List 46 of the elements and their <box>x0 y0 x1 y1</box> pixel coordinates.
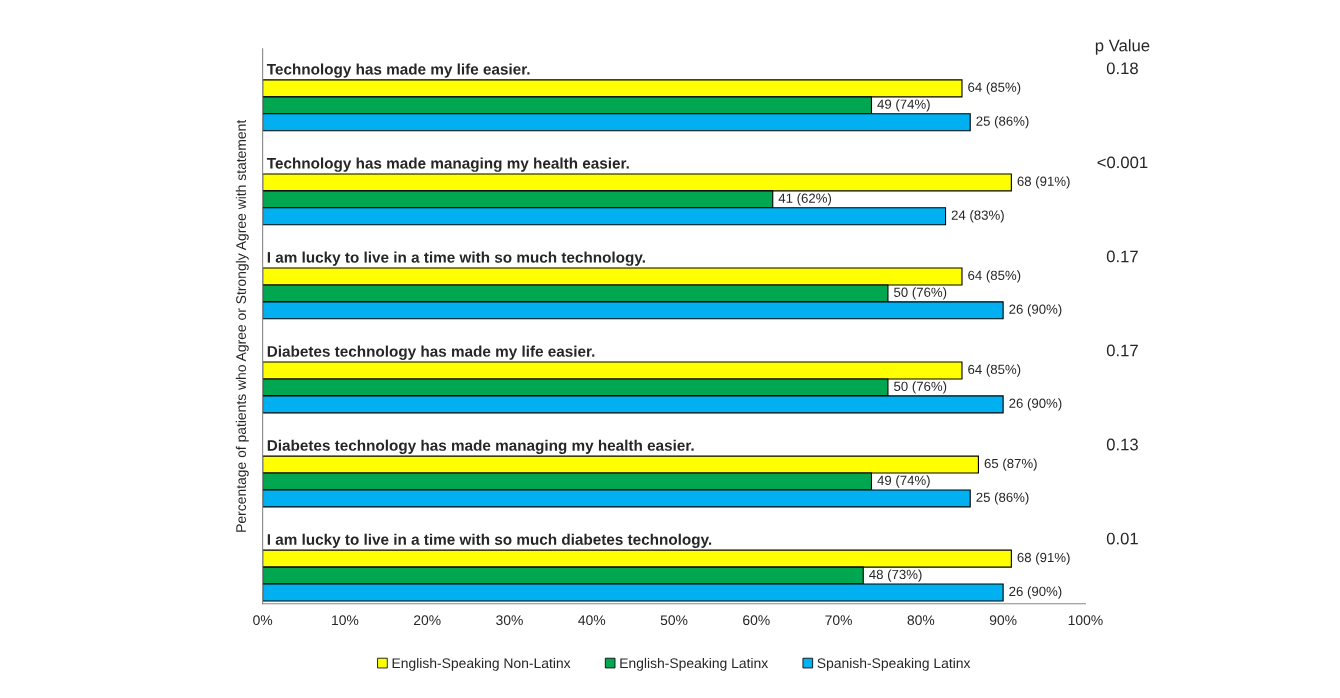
data-label: 65 (87%) <box>984 458 1037 471</box>
data-label: 49 (74%) <box>877 99 930 112</box>
x-tick-label: 90% <box>989 615 1017 626</box>
data-label: 48 (73%) <box>869 569 922 582</box>
data-label: 68 (91%) <box>1017 176 1070 189</box>
text: 0.18 <box>1106 62 1138 75</box>
text: <0.001 <box>1097 156 1148 169</box>
text: p Value <box>1095 39 1150 55</box>
text: 0.01 <box>1106 532 1138 545</box>
data-label: 50 (76%) <box>894 381 947 394</box>
y-tick-label: Technology has made managing my health easier. <box>266 157 629 172</box>
y-axis-title: Percentage of patients who Agree or Strongly Agree with statement <box>235 119 249 532</box>
data-label: 41 (62%) <box>778 193 832 206</box>
x-tick-label: 60% <box>743 615 770 626</box>
data-label: 64 (85%) <box>968 82 1021 95</box>
data-label: 50 (76%) <box>894 287 947 300</box>
text: 0.17 <box>1106 250 1138 263</box>
x-tick-label: 50% <box>660 615 688 626</box>
text: 0.17 <box>1106 344 1138 357</box>
data-label: 49 (74%) <box>877 475 930 488</box>
text: 0.13 <box>1106 438 1138 451</box>
data-label: 25 (86%) <box>976 492 1029 505</box>
x-tick-label: 30% <box>496 615 523 626</box>
y-tick-label: Technology has made my life easier. <box>266 63 530 78</box>
data-label: 25 (86%) <box>976 116 1029 129</box>
y-tick-label: Diabetes technology has made managing my health easier. <box>267 439 694 454</box>
x-tick-label: 10% <box>332 615 359 626</box>
data-label: 26 (90%) <box>1009 304 1062 317</box>
y-tick-label: I am lucky to live in a time with so much diabetes technology. <box>267 533 712 548</box>
y-tick-label: I am lucky to live in a time with so much technology. <box>267 251 645 266</box>
data-label: 24 (83%) <box>951 210 1004 223</box>
x-tick-label: 80% <box>907 615 935 626</box>
x-tick-label: 20% <box>413 615 441 626</box>
y-tick-label: Diabetes technology has made my life easier. <box>267 345 595 360</box>
legend-label: English-Speaking Non-Latinx <box>392 657 571 671</box>
x-tick-label: 70% <box>825 615 852 626</box>
legend-label: English-Speaking Latinx <box>620 657 769 671</box>
data-label: 26 (90%) <box>1009 398 1062 411</box>
x-tick-label: 100% <box>1068 615 1103 626</box>
data-label: 26 (90%) <box>1009 586 1062 599</box>
data-label: 68 (91%) <box>1017 552 1070 565</box>
x-tick-label: 0% <box>253 615 273 626</box>
legend-label: Spanish-Speaking Latinx <box>817 657 971 671</box>
data-label: 64 (85%) <box>968 364 1021 377</box>
data-label: 64 (85%) <box>968 270 1021 283</box>
x-tick-label: 40% <box>578 615 606 626</box>
